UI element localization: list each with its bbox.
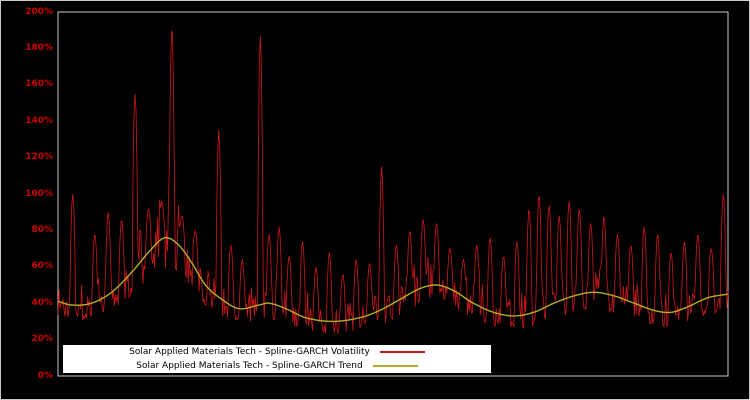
y-axis-tick-label: 20% (31, 334, 53, 345)
y-axis-tick-label: 60% (31, 261, 53, 272)
y-axis-tick-label: 200% (25, 6, 53, 17)
legend: Solar Applied Materials Tech - Spline-GA… (63, 345, 491, 373)
legend-line-trend (372, 365, 418, 367)
volatility-series-line (57, 30, 729, 335)
trend-series-line (57, 236, 729, 323)
plot-frame (57, 11, 729, 377)
y-axis: 0% 20% 40% 60% 80% 100% 120% 140% 160% 180% 200% (1, 1, 55, 399)
legend-item-volatility: Solar Applied Materials Tech - Spline-GA… (63, 345, 491, 359)
y-axis-tick-label: 140% (25, 115, 53, 126)
legend-line-volatility (379, 351, 425, 353)
y-axis-tick-label: 100% (25, 188, 53, 199)
y-axis-tick-label: 120% (25, 152, 53, 163)
legend-item-trend: Solar Applied Materials Tech - Spline-GA… (63, 359, 491, 373)
y-axis-tick-label: 160% (25, 79, 53, 90)
legend-label-volatility: Solar Applied Materials Tech - Spline-GA… (129, 347, 370, 357)
y-axis-tick-label: 80% (31, 224, 53, 235)
y-axis-tick-label: 180% (25, 42, 53, 53)
y-axis-tick-label: 0% (37, 370, 53, 381)
y-axis-tick-label: 40% (31, 297, 53, 308)
legend-label-trend: Solar Applied Materials Tech - Spline-GA… (136, 361, 363, 371)
